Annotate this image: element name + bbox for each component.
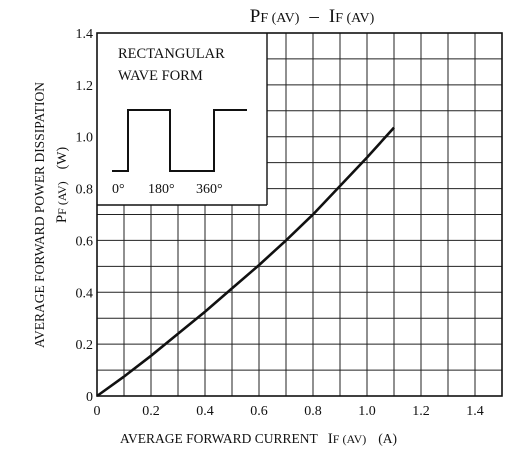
x-axis-symbol-sub: F (AV) bbox=[333, 432, 366, 446]
inset-angle-180: 180° bbox=[148, 182, 175, 197]
x-axis-label: AVERAGE FORWARD CURRENT IF (AV) (A) bbox=[120, 431, 397, 447]
x-axis-symbol: I bbox=[328, 431, 333, 447]
y-tick-label: 0.4 bbox=[76, 286, 94, 301]
y-axis-symbol: P bbox=[54, 215, 70, 223]
x-tick-label: 0 bbox=[94, 404, 101, 419]
x-tick-label: 0.6 bbox=[250, 404, 268, 419]
y-tick-labels: 0 0.2 0.4 0.6 0.8 1.0 1.2 1.4 bbox=[76, 27, 94, 405]
x-tick-label: 0.8 bbox=[304, 404, 322, 419]
y-tick-label: 1.2 bbox=[76, 79, 94, 94]
x-tick-label: 1.2 bbox=[412, 404, 430, 419]
y-tick-label: 0.6 bbox=[76, 234, 94, 249]
inset-angle-360: 360° bbox=[196, 182, 223, 197]
y-tick-label: 0.2 bbox=[76, 338, 94, 353]
power-dissipation-curve bbox=[96, 126, 395, 398]
title-sub-p: F (AV) bbox=[260, 11, 299, 26]
rectangular-waveform bbox=[112, 109, 247, 172]
inset-angle-0: 0° bbox=[112, 182, 125, 197]
x-axis-unit: (A) bbox=[378, 431, 397, 446]
y-axis-symbol-sub: F (AV) bbox=[55, 181, 69, 214]
x-tick-labels: 0 0.2 0.4 0.6 0.8 1.0 1.2 1.4 bbox=[94, 404, 484, 419]
title-symbol-i: I bbox=[329, 6, 335, 27]
title-sub-i: F (AV) bbox=[335, 11, 374, 26]
y-tick-label: 0.8 bbox=[76, 183, 94, 198]
chart-title: PF (AV) – IF (AV) bbox=[250, 6, 375, 27]
x-tick-label: 0.4 bbox=[196, 404, 214, 419]
y-axis-symbol-label: PF (AV) (W) bbox=[54, 146, 70, 223]
plot-frame bbox=[96, 32, 503, 397]
x-tick-label: 0.2 bbox=[142, 404, 160, 419]
inset-title-line2: WAVE FORM bbox=[118, 68, 203, 84]
inset-title-line1: RECTANGULAR bbox=[118, 46, 225, 62]
title-dash: – bbox=[308, 6, 319, 27]
x-tick-label: 1.0 bbox=[358, 404, 376, 419]
x-tick-label: 1.4 bbox=[466, 404, 484, 419]
y-tick-label: 1.0 bbox=[76, 131, 94, 146]
y-axis-unit: (W) bbox=[55, 146, 70, 169]
title-symbol-p: P bbox=[250, 6, 261, 27]
y-axis-label: AVERAGE FORWARD POWER DISSIPATION bbox=[32, 82, 47, 348]
y-tick-label: 1.4 bbox=[76, 27, 94, 42]
curve-layer bbox=[96, 126, 395, 398]
y-tick-label: 0 bbox=[86, 390, 93, 405]
x-axis-label-text: AVERAGE FORWARD CURRENT bbox=[120, 431, 319, 446]
inset-box bbox=[97, 33, 267, 205]
